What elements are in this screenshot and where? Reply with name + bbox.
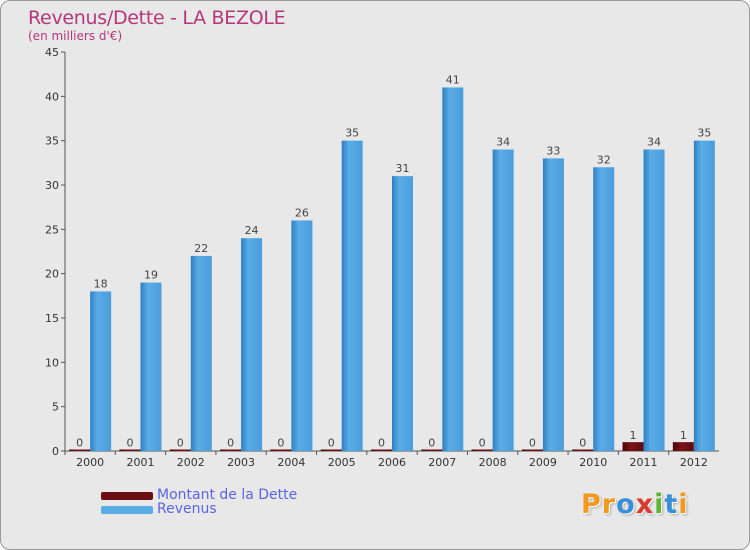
- data-label-debt: 0: [76, 437, 83, 450]
- data-label-debt: 0: [529, 437, 536, 450]
- bar-revenue: [643, 149, 665, 452]
- y-tick-label: 40: [45, 90, 59, 103]
- proxiti-logo: Proxiti: [581, 489, 689, 520]
- data-label-revenue: 19: [144, 269, 158, 282]
- bar-revenue: [291, 220, 313, 451]
- data-label-debt: 0: [126, 437, 133, 450]
- legend-label-debt: Montant de la Dette: [157, 487, 298, 503]
- x-tick-label: 2007: [428, 456, 456, 469]
- data-label-revenue: 33: [546, 144, 560, 157]
- logo-letter: P: [581, 489, 602, 520]
- logo-letter: x: [635, 489, 655, 520]
- bar-debt: [371, 449, 392, 451]
- x-tick-label: 2006: [378, 456, 406, 469]
- bar-debt: [169, 449, 191, 451]
- bar-revenue: [341, 140, 363, 451]
- x-tick-label: 2002: [177, 456, 205, 469]
- data-label-revenue: 34: [496, 136, 510, 149]
- data-label-revenue: 41: [446, 73, 460, 86]
- x-tick-label: 2000: [76, 456, 104, 469]
- y-tick-label: 15: [45, 312, 59, 325]
- bar-debt: [572, 449, 594, 451]
- bar-revenue: [241, 238, 263, 451]
- y-tick-label: 45: [45, 46, 59, 59]
- x-tick-label: 2003: [227, 456, 255, 469]
- bar-revenue: [593, 167, 615, 451]
- data-label-debt: 0: [579, 437, 586, 450]
- bar-revenue: [140, 282, 162, 451]
- bar-debt: [421, 449, 443, 451]
- bar-debt: [672, 442, 694, 451]
- data-label-revenue: 24: [245, 224, 259, 237]
- chart-subtitle: (en milliers d'€): [28, 29, 123, 43]
- data-label-revenue: 22: [194, 242, 208, 255]
- legend-swatch-revenue: [101, 506, 153, 514]
- y-tick-label: 35: [45, 135, 59, 148]
- data-label-debt: 0: [428, 437, 435, 450]
- data-label-revenue: 32: [597, 153, 611, 166]
- bar-revenue: [90, 291, 112, 451]
- chart-title: Revenus/Dette - LA BEZOLE: [28, 7, 286, 29]
- bar-revenue: [190, 255, 212, 451]
- x-tick-label: 2011: [630, 456, 658, 469]
- y-tick-label: 0: [52, 445, 59, 458]
- data-label-debt: 1: [630, 429, 637, 442]
- data-label-revenue: 35: [345, 127, 359, 140]
- data-label-debt: 0: [378, 437, 385, 450]
- data-label-debt: 0: [177, 437, 184, 450]
- bar-revenue: [442, 87, 464, 451]
- data-label-revenue: 26: [295, 206, 309, 219]
- bar-debt: [220, 449, 242, 451]
- bar-revenue: [492, 149, 514, 452]
- x-tick-label: 2009: [529, 456, 557, 469]
- bar-revenue: [542, 158, 564, 451]
- bar-debt: [119, 449, 141, 451]
- logo-letter: r: [601, 489, 617, 520]
- data-label-revenue: 35: [697, 127, 711, 140]
- bar-debt: [471, 449, 493, 451]
- bar-revenue: [693, 140, 715, 451]
- bar-debt: [69, 449, 91, 451]
- legend-swatch-debt: [101, 492, 153, 500]
- data-label-debt: 1: [680, 429, 687, 442]
- x-tick-label: 2001: [126, 456, 154, 469]
- x-tick-label: 2004: [277, 456, 305, 469]
- y-tick-label: 10: [45, 356, 59, 369]
- data-label-debt: 0: [227, 437, 234, 450]
- data-label-revenue: 31: [396, 162, 410, 175]
- data-label-revenue: 18: [94, 277, 108, 290]
- x-tick-label: 2012: [680, 456, 708, 469]
- bar-debt: [521, 449, 543, 451]
- data-label-debt: 0: [277, 437, 284, 450]
- y-tick-label: 30: [45, 179, 59, 192]
- logo-letter: o: [616, 489, 636, 520]
- data-label-revenue: 34: [647, 136, 661, 149]
- x-tick-label: 2010: [579, 456, 607, 469]
- bar-debt: [320, 449, 342, 451]
- x-tick-label: 2005: [328, 456, 356, 469]
- bar-revenue: [392, 176, 413, 451]
- logo-letter: i: [654, 489, 665, 520]
- y-tick-label: 25: [45, 223, 59, 236]
- data-label-debt: 0: [479, 437, 486, 450]
- bar-debt: [270, 449, 292, 451]
- legend-label-revenue: Revenus: [157, 501, 217, 517]
- data-label-debt: 0: [328, 437, 335, 450]
- y-tick-label: 5: [52, 401, 59, 414]
- bar-debt: [622, 442, 644, 451]
- logo-letter: t: [664, 489, 679, 520]
- logo-letter: i: [678, 489, 689, 520]
- x-tick-label: 2008: [479, 456, 507, 469]
- y-tick-label: 20: [45, 268, 59, 281]
